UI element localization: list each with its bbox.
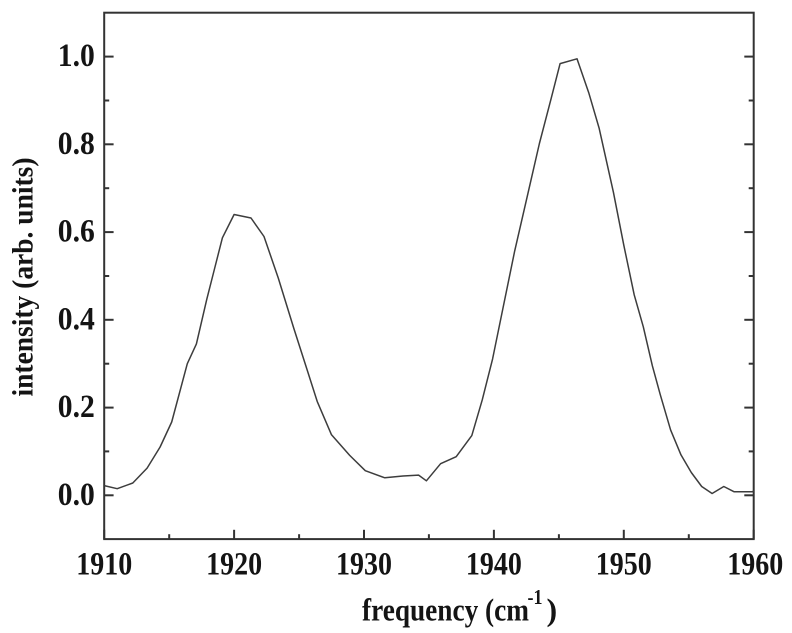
svg-text:0.8: 0.8 [58,126,95,162]
svg-text:1960: 1960 [727,546,783,582]
svg-text:): ) [547,591,558,627]
svg-text:1930: 1930 [336,546,392,582]
svg-text:frequency (cm: frequency (cm [362,591,529,627]
svg-text:1950: 1950 [596,546,652,582]
svg-text:0.6: 0.6 [58,214,95,250]
svg-text:-1: -1 [528,585,543,609]
svg-text:1920: 1920 [206,546,262,582]
svg-text:0.4: 0.4 [58,301,95,337]
svg-text:1.0: 1.0 [58,38,95,74]
svg-text:0.0: 0.0 [58,477,95,513]
svg-text:1940: 1940 [466,546,522,582]
svg-text:intensity (arb. units): intensity (arb. units) [6,158,39,397]
svg-text:0.2: 0.2 [58,389,95,425]
svg-text:1910: 1910 [76,546,132,582]
